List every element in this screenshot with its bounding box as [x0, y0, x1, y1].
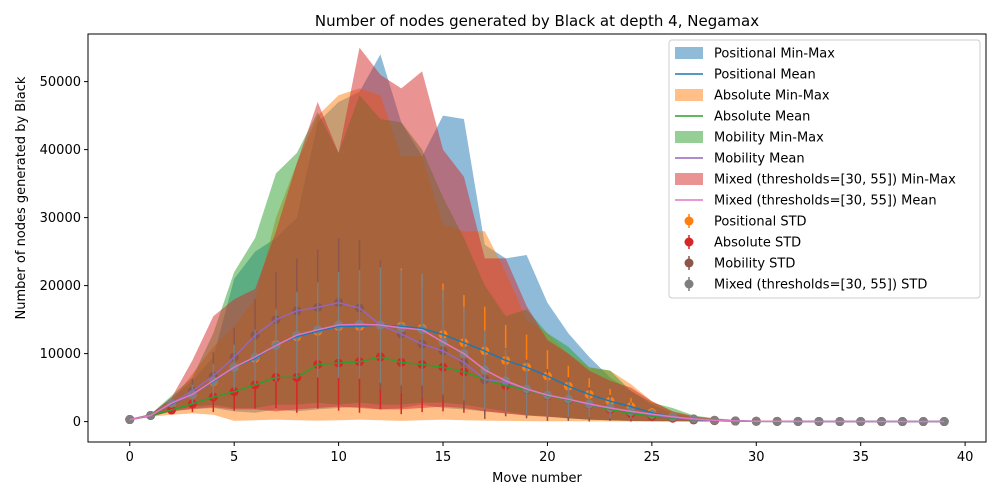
legend-label: Absolute Min-Max: [714, 89, 830, 104]
x-tick-label: 10: [330, 450, 347, 465]
legend-marker-swatch: [684, 279, 694, 289]
legend-label: Mobility Min-Max: [714, 131, 824, 146]
legend-marker-swatch: [684, 258, 694, 268]
y-tick-label: 20000: [40, 279, 81, 294]
legend-marker-swatch: [684, 216, 694, 226]
legend-label: Mobility STD: [714, 257, 795, 272]
x-tick-label: 0: [126, 450, 134, 465]
y-tick-label: 50000: [40, 75, 81, 90]
legend-label: Mobility Mean: [714, 152, 805, 167]
std-point: [125, 415, 135, 425]
mean-line-series-3: [129, 323, 945, 423]
x-tick-label: 40: [957, 450, 974, 465]
x-tick-label: 25: [644, 450, 661, 465]
legend: Positional Min-Max Positional Mean Absolut…: [668, 39, 981, 299]
y-axis: 0 10000 20000 30000 40000 50000: [40, 75, 88, 430]
y-tick-label: 0: [73, 415, 81, 430]
x-tick-label: 30: [748, 450, 765, 465]
y-tick-label: 40000: [40, 143, 81, 158]
legend-band-swatch: [675, 173, 703, 185]
legend-label: Mixed (thresholds=[30, 55]) Mean: [714, 194, 937, 209]
legend-label: Absolute Mean: [714, 110, 810, 125]
legend-marker-swatch: [684, 237, 694, 247]
x-tick-label: 15: [435, 450, 452, 465]
mean-lines: [129, 301, 945, 423]
std-point: [939, 417, 949, 427]
legend-label: Mixed (thresholds=[30, 55]) STD: [714, 278, 927, 293]
legend-band-swatch: [675, 131, 703, 143]
legend-label: Absolute STD: [714, 236, 801, 251]
x-tick-label: 5: [230, 450, 238, 465]
legend-label: Mixed (thresholds=[30, 55]) Min-Max: [714, 173, 956, 188]
chart-title: Number of nodes generated by Black at de…: [315, 12, 759, 30]
x-tick-label: 20: [539, 450, 556, 465]
legend-band-swatch: [675, 89, 703, 101]
legend-box: [668, 39, 981, 299]
legend-label: Positional Mean: [714, 68, 816, 83]
x-tick-label: 35: [852, 450, 869, 465]
y-axis-title: Number of nodes generated by Black: [14, 76, 29, 319]
x-axis: 0 5 10 15 20 25 30 35 40: [126, 442, 974, 465]
legend-label: Positional Min-Max: [714, 47, 835, 62]
y-tick-label: 10000: [40, 347, 81, 362]
x-axis-title: Move number: [492, 471, 582, 486]
plot-frame: [87, 33, 987, 443]
y-tick-label: 30000: [40, 211, 81, 226]
legend-band-swatch: [675, 47, 703, 59]
legend-label: Positional STD: [714, 215, 807, 230]
